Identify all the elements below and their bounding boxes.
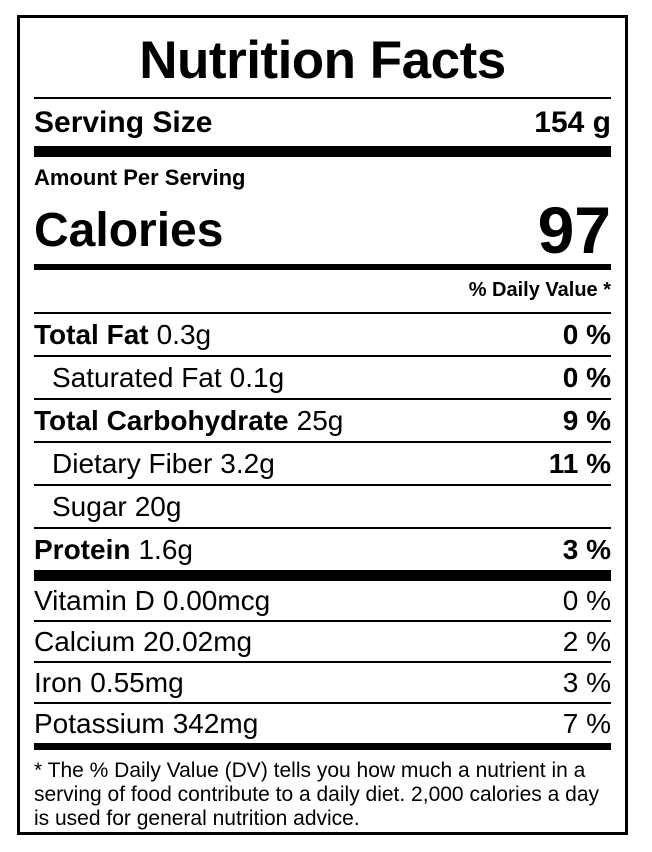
nutrient-row-saturated-fat: Saturated Fat 0.1g 0 % (34, 357, 611, 400)
micronutrient-daily-value: 2 % (562, 625, 611, 657)
serving-size-label: Serving Size (34, 105, 213, 139)
micronutrient-row-vitamin-d: Vitamin D 0.00mcg 0 % (34, 581, 611, 622)
micronutrient-name-amount: Potassium 342mg (34, 707, 259, 739)
micronutrient-daily-value: 7 % (562, 707, 611, 739)
calories-row: Calories 97 (34, 191, 611, 267)
micronutrient-name-amount: Iron 0.55mg (34, 666, 184, 698)
divider-thick-above-calories (34, 146, 611, 157)
nutrient-name-amount: Total Carbohydrate 25g (34, 404, 344, 436)
amount-per-serving-label: Amount Per Serving (34, 165, 246, 190)
divider-thin-below-title (34, 97, 611, 99)
daily-value-header: % Daily Value * (468, 279, 611, 301)
nutrient-name-amount: Sugar 20g (52, 490, 182, 522)
nutrient-row-total-carbohydrate: Total Carbohydrate 25g 9 % (34, 400, 611, 443)
serving-size-row: Serving Size 154 g (34, 99, 611, 146)
micronutrient-daily-value: 0 % (562, 584, 611, 616)
micronutrient-row-iron: Iron 0.55mg 3 % (34, 663, 611, 704)
micronutrient-daily-value: 3 % (562, 666, 611, 698)
divider-medium-above-footnote (34, 743, 611, 750)
nutrient-row-dietary-fiber: Dietary Fiber 3.2g 11 % (34, 443, 611, 486)
divider-medium-below-calories (34, 264, 611, 270)
daily-value-footnote: * The % Daily Value (DV) tells you how m… (34, 759, 600, 830)
nutrient-row-protein: Protein 1.6g 3 % (34, 529, 611, 570)
micronutrient-row-calcium: Calcium 20.02mg 2 % (34, 622, 611, 663)
divider-thick-above-micronutrients (34, 570, 611, 581)
nutrient-daily-value: 3 % (562, 533, 611, 565)
serving-size-value: 154 g (534, 105, 611, 139)
micronutrient-name-amount: Calcium 20.02mg (34, 625, 253, 657)
micronutrient-name-amount: Vitamin D 0.00mcg (34, 584, 271, 616)
nutrient-daily-value: 0 % (562, 318, 611, 350)
nutrient-daily-value: 9 % (562, 404, 611, 436)
divider-thin-above-nutrients (34, 312, 611, 314)
nutrient-daily-value: 11 % (548, 447, 611, 479)
nutrient-name-amount: Dietary Fiber 3.2g (52, 447, 275, 479)
nutrient-name-amount: Saturated Fat 0.1g (52, 361, 285, 393)
nutrient-row-sugar: Sugar 20g (34, 486, 611, 529)
micronutrient-row-potassium: Potassium 342mg 7 % (34, 704, 611, 743)
nutrient-table: Total Fat 0.3g 0 % Saturated Fat 0.1g 0 % … (34, 314, 611, 570)
calories-label: Calories (34, 204, 224, 257)
label-title: Nutrition Facts (139, 31, 506, 90)
micronutrient-table: Vitamin D 0.00mcg 0 % Calcium 20.02mg 2 % … (34, 581, 611, 743)
nutrition-facts-label: Nutrition Facts Serving Size 154 g Amoun… (17, 15, 628, 835)
nutrient-name-amount: Total Fat 0.3g (34, 318, 212, 350)
calories-value: 97 (537, 193, 611, 267)
nutrient-daily-value: 0 % (562, 361, 611, 393)
nutrient-row-total-fat: Total Fat 0.3g 0 % (34, 314, 611, 357)
nutrient-name-amount: Protein 1.6g (34, 533, 193, 565)
